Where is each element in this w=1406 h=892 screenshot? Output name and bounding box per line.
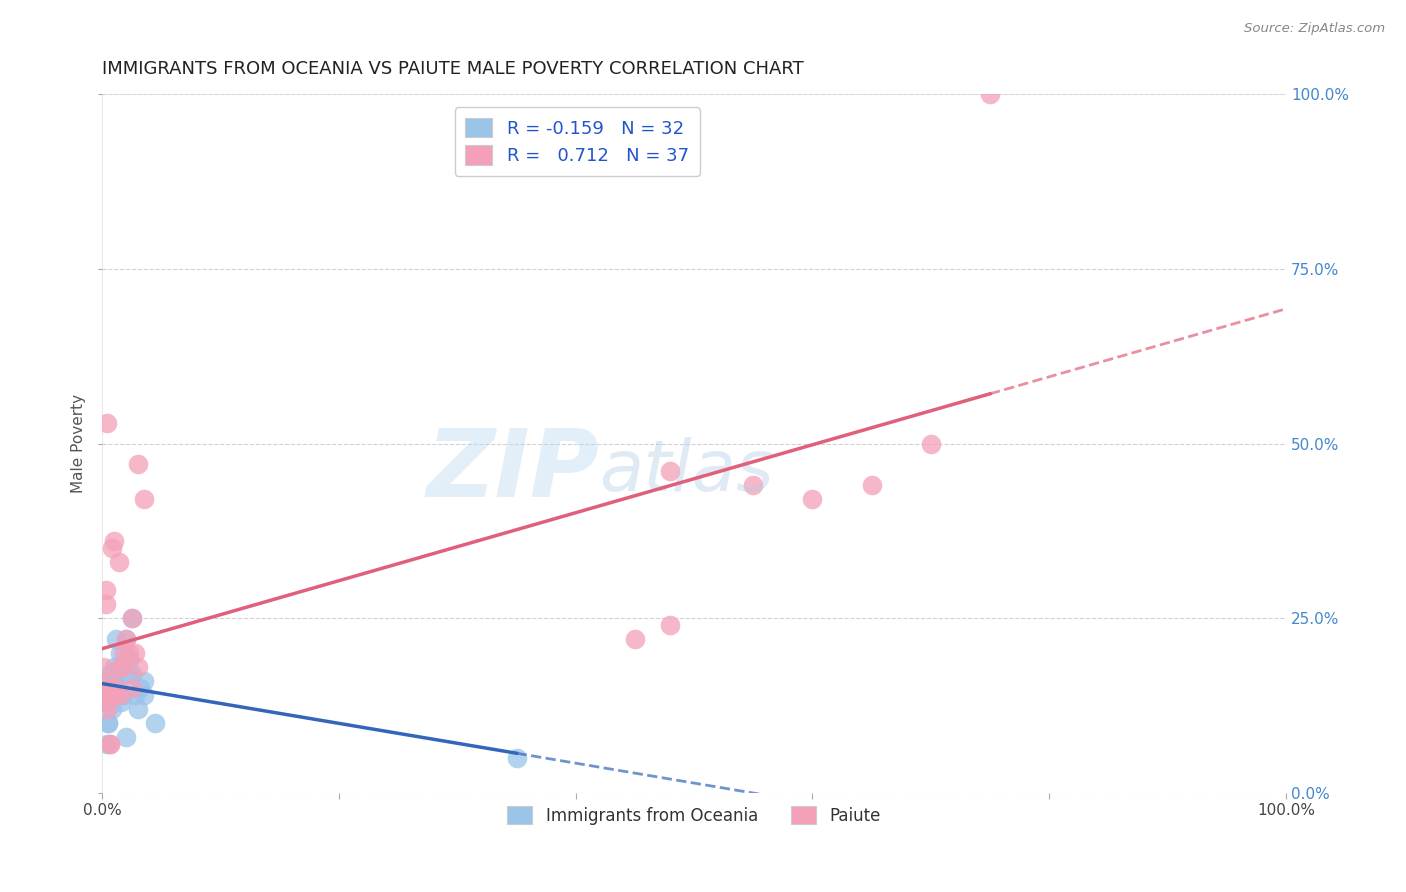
Point xyxy=(659,465,682,479)
Point xyxy=(103,660,125,674)
Point xyxy=(121,681,143,695)
Point xyxy=(94,583,117,598)
Point xyxy=(117,667,139,681)
Point xyxy=(127,702,149,716)
Point xyxy=(98,673,121,688)
Point xyxy=(97,715,120,730)
Point xyxy=(110,695,132,709)
Point xyxy=(104,667,127,681)
Text: ZIP: ZIP xyxy=(426,425,599,517)
Point xyxy=(100,737,122,751)
Text: atlas: atlas xyxy=(599,437,775,506)
Point xyxy=(132,688,155,702)
Point xyxy=(105,681,128,695)
Point xyxy=(108,646,131,660)
Y-axis label: Male Poverty: Male Poverty xyxy=(72,394,86,493)
Point xyxy=(96,737,118,751)
Text: Source: ZipAtlas.com: Source: ZipAtlas.com xyxy=(1244,22,1385,36)
Point xyxy=(979,87,1001,102)
Point xyxy=(93,688,115,702)
Point xyxy=(100,541,122,556)
Point xyxy=(101,681,124,695)
Text: IMMIGRANTS FROM OCEANIA VS PAIUTE MALE POVERTY CORRELATION CHART: IMMIGRANTS FROM OCEANIA VS PAIUTE MALE P… xyxy=(103,60,804,78)
Point xyxy=(129,681,152,695)
Point xyxy=(505,750,527,764)
Point xyxy=(111,688,134,702)
Point xyxy=(100,737,122,751)
Point xyxy=(105,632,128,646)
Point xyxy=(96,702,118,716)
Point xyxy=(121,611,143,625)
Point xyxy=(93,695,115,709)
Point xyxy=(97,688,120,702)
Point xyxy=(124,646,146,660)
Point xyxy=(96,416,118,430)
Point xyxy=(104,688,127,702)
Point xyxy=(132,492,155,507)
Point xyxy=(115,632,138,646)
Point xyxy=(742,478,765,492)
Point xyxy=(860,478,883,492)
Point xyxy=(624,632,647,646)
Point xyxy=(132,673,155,688)
Legend: Immigrants from Oceania, Paiute: Immigrants from Oceania, Paiute xyxy=(499,797,889,833)
Point xyxy=(93,660,115,674)
Point xyxy=(103,534,125,549)
Point xyxy=(103,673,125,688)
Point xyxy=(118,646,141,660)
Point xyxy=(94,597,117,611)
Point xyxy=(98,673,121,688)
Point xyxy=(108,660,131,674)
Point xyxy=(801,492,824,507)
Point xyxy=(101,688,124,702)
Point xyxy=(107,555,129,569)
Point xyxy=(124,688,146,702)
Point xyxy=(121,611,143,625)
Point xyxy=(107,681,129,695)
Point xyxy=(115,632,138,646)
Point xyxy=(121,667,143,681)
Point xyxy=(920,436,942,450)
Point xyxy=(97,715,120,730)
Point xyxy=(145,715,167,730)
Point xyxy=(115,730,138,744)
Point xyxy=(659,618,682,632)
Point xyxy=(108,688,131,702)
Point xyxy=(97,681,120,695)
Point xyxy=(112,646,135,660)
Point xyxy=(127,660,149,674)
Point xyxy=(100,667,122,681)
Point xyxy=(111,660,134,674)
Point xyxy=(127,458,149,472)
Point xyxy=(118,653,141,667)
Point xyxy=(100,702,122,716)
Point xyxy=(112,688,135,702)
Point xyxy=(108,660,131,674)
Point xyxy=(94,695,117,709)
